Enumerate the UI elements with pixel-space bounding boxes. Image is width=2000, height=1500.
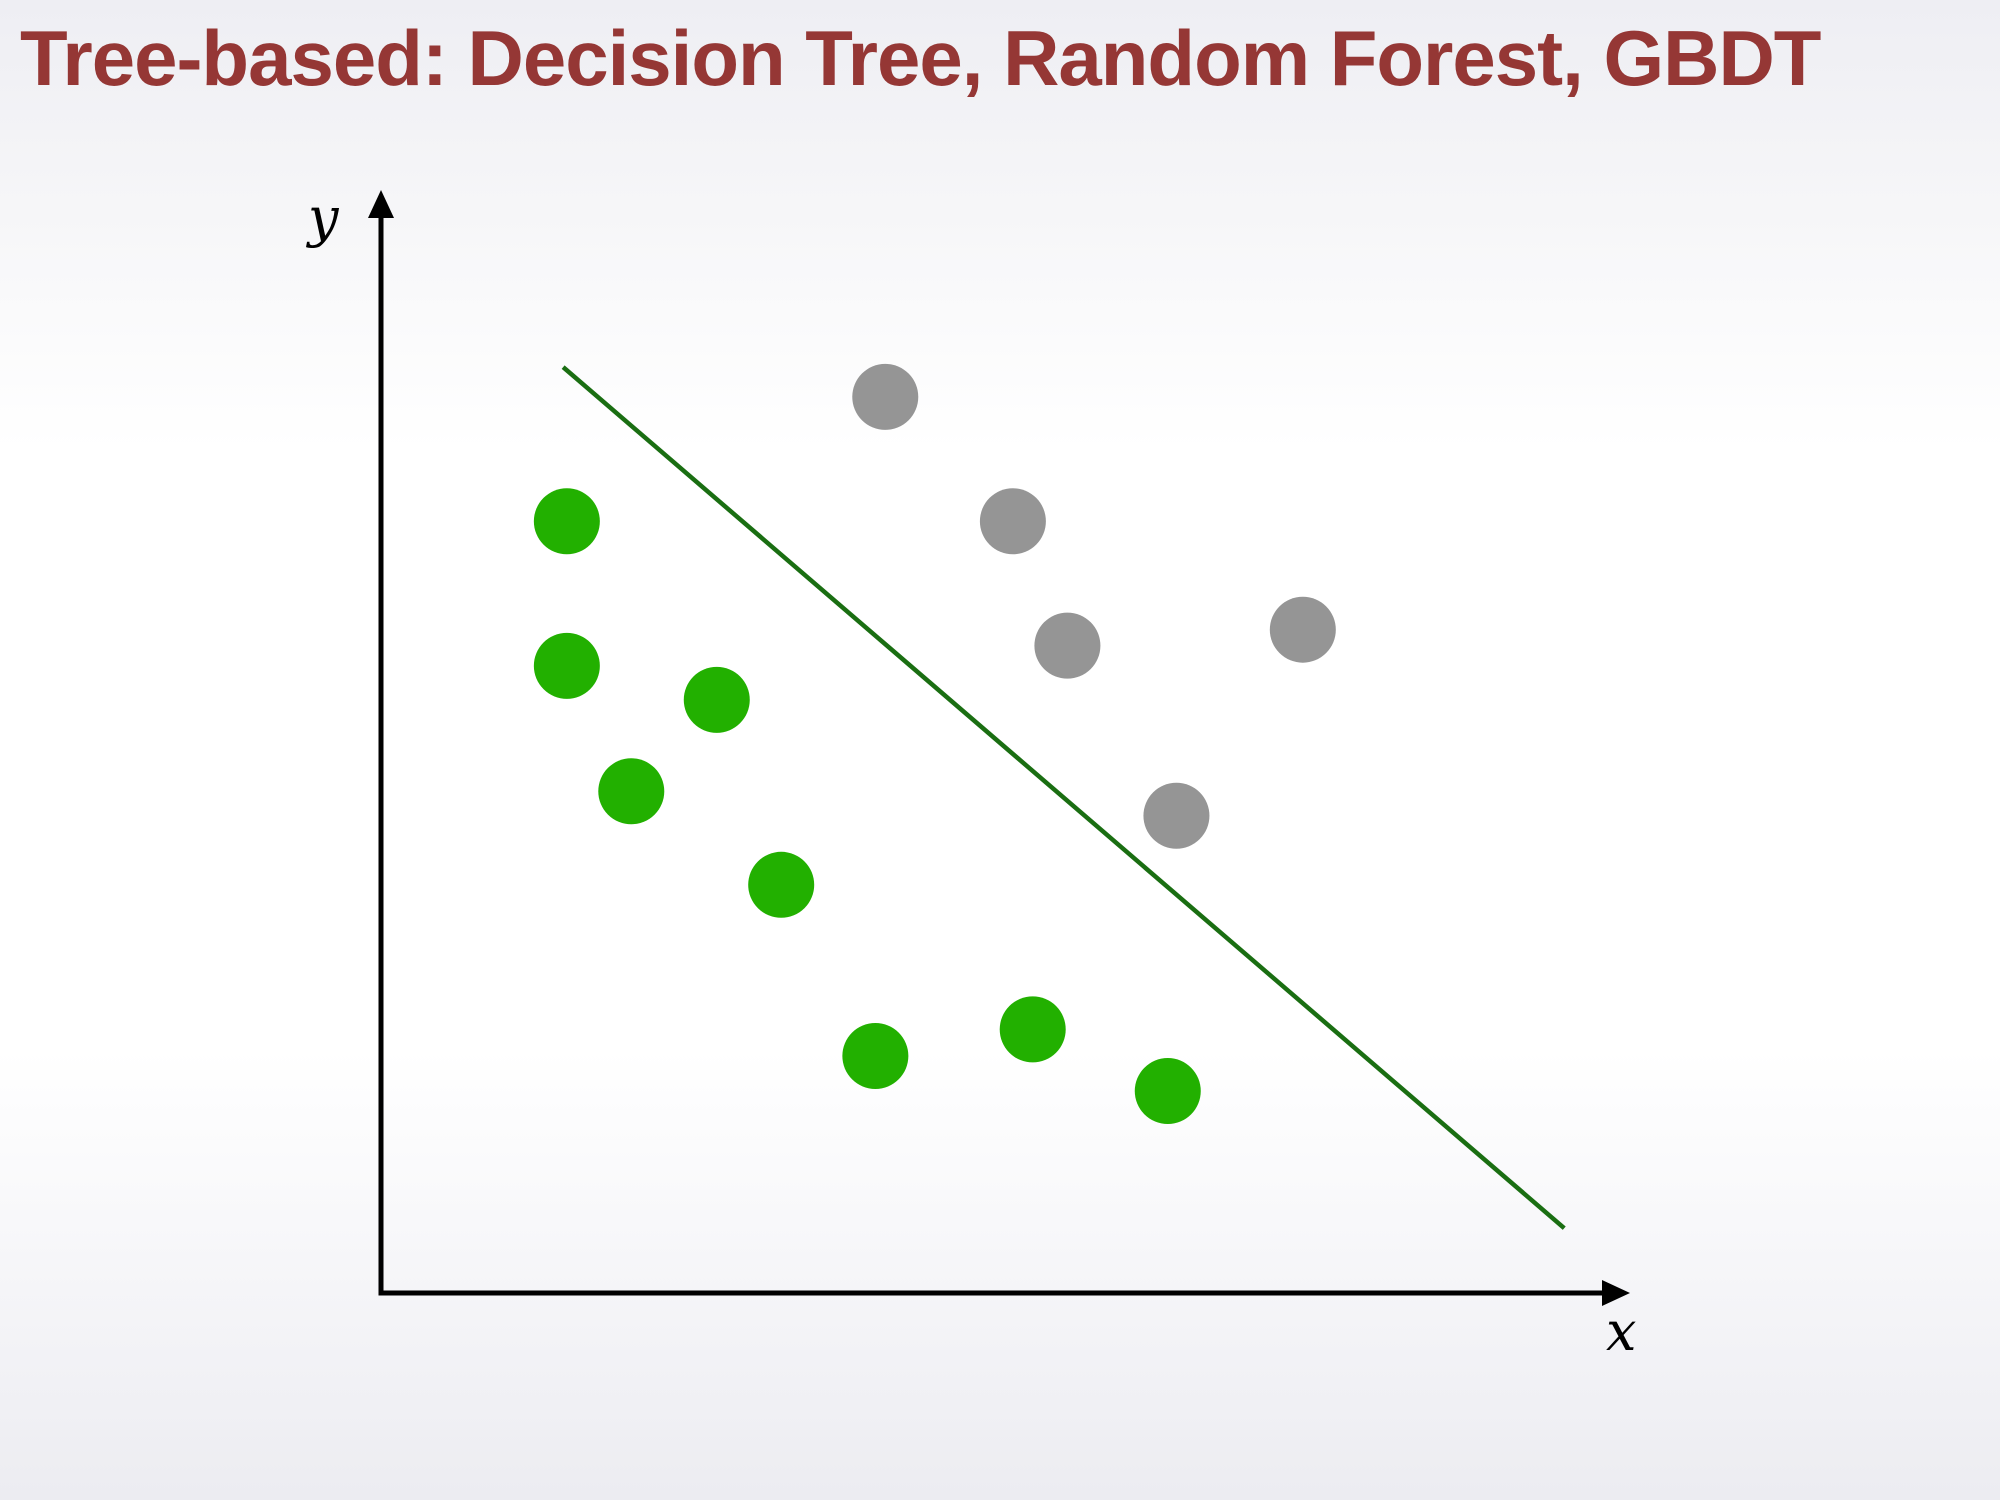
gray-point-4 xyxy=(1269,596,1336,663)
green-point-6 xyxy=(842,1022,909,1089)
decision-boundary-line xyxy=(561,365,1566,1230)
green-point-3 xyxy=(598,758,665,825)
y-axis-label: y xyxy=(306,186,340,249)
data-points xyxy=(533,363,1336,1125)
green-point-1 xyxy=(533,488,600,555)
gray-point-1 xyxy=(852,363,919,430)
y-axis-arrowhead xyxy=(368,190,394,218)
gray-point-2 xyxy=(979,488,1046,555)
green-point-4 xyxy=(683,666,750,733)
slide-title: Tree-based: Decision Tree, Random Forest… xyxy=(20,14,1821,102)
x-axis-label: x xyxy=(1606,1300,1636,1363)
green-point-5 xyxy=(748,851,815,918)
green-point-2 xyxy=(533,632,600,699)
green-point-8 xyxy=(1134,1058,1201,1125)
green-point-7 xyxy=(999,996,1066,1063)
gray-point-5 xyxy=(1143,782,1210,849)
x-axis-arrowhead xyxy=(1602,1280,1630,1306)
gray-point-3 xyxy=(1034,612,1101,679)
